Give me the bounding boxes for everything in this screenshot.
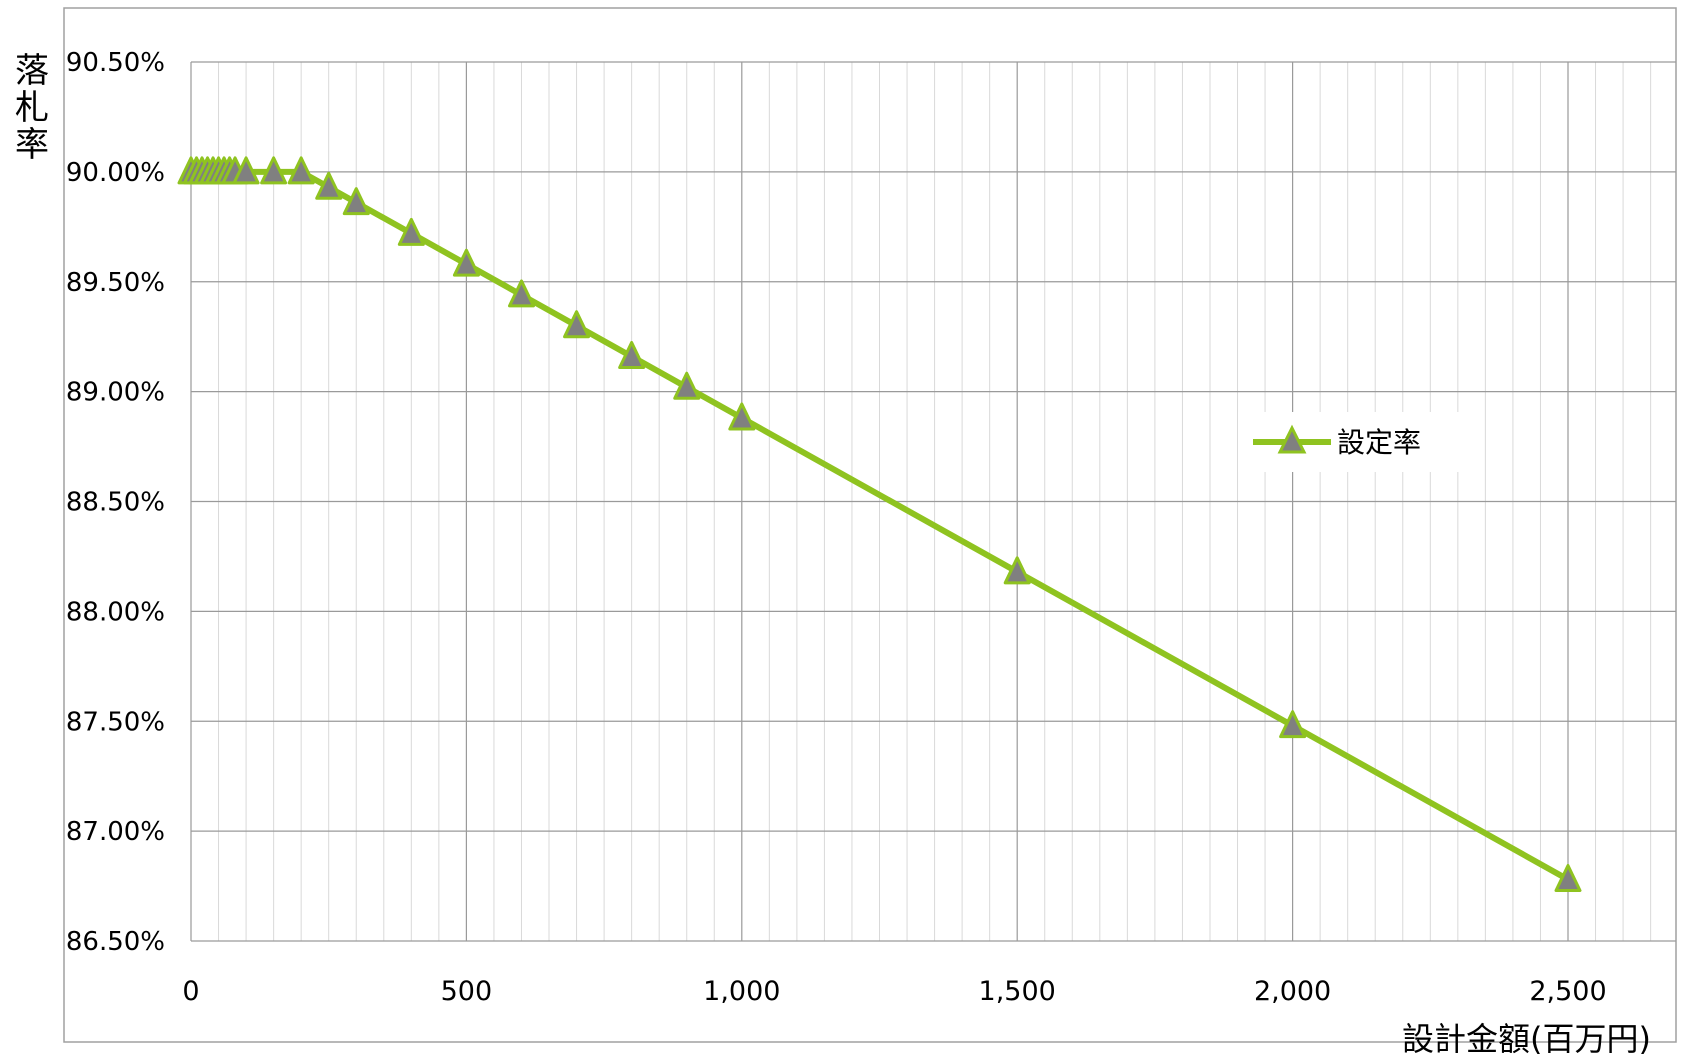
data-point-marker — [315, 171, 343, 200]
x-tick-label: 1,500 — [979, 976, 1056, 1007]
y-tick-label: 87.00% — [66, 817, 165, 847]
y-tick-label: 90.50% — [66, 48, 165, 78]
y-axis-label-char: 率 — [15, 125, 49, 165]
data-point-marker — [232, 156, 260, 185]
y-axis-label: 落札率 — [15, 51, 49, 165]
y-tick-label: 88.50% — [66, 488, 165, 518]
x-tick-label: 500 — [441, 976, 493, 1007]
y-axis-label-char: 落 — [15, 51, 49, 91]
y-axis-label-char: 札 — [15, 88, 49, 128]
data-point-marker — [507, 279, 535, 308]
data-point-marker — [397, 217, 425, 246]
series-layer — [177, 156, 1582, 892]
data-point-marker — [673, 371, 701, 400]
y-tick-label: 87.50% — [66, 707, 165, 737]
data-point-marker — [1279, 710, 1307, 739]
y-tick-label: 89.00% — [66, 378, 165, 408]
data-point-marker — [287, 156, 315, 185]
legend-label: 設定率 — [1337, 426, 1421, 459]
chart-frame — [63, 7, 1677, 1043]
major-gridlines — [190, 61, 1676, 942]
y-tick-label: 90.00% — [66, 158, 165, 188]
x-tick-label: 1,000 — [703, 976, 780, 1007]
y-tick-label: 89.50% — [66, 268, 165, 298]
data-point-marker — [342, 187, 370, 216]
data-point-marker — [452, 248, 480, 277]
legend-marker — [1277, 424, 1307, 454]
y-tick-labels: 86.50% 87.00% 87.50% 88.00% 88.50% 89.00% 89.5… — [66, 48, 165, 957]
data-point-marker — [618, 340, 646, 369]
data-point-marker — [563, 310, 591, 339]
data-point-marker — [728, 402, 756, 431]
data-point-marker — [260, 156, 288, 185]
x-tick-label: 2,500 — [1529, 976, 1606, 1007]
x-tick-label: 2,000 — [1254, 976, 1331, 1007]
y-tick-label: 88.00% — [66, 597, 165, 627]
legend: 設定率 — [1238, 412, 1460, 472]
x-tick-labels: 0 500 1,000 1,500 2,000 2,500 — [182, 976, 1606, 1007]
data-point-marker — [1003, 556, 1031, 585]
x-axis-label: 設計金額(百万円) — [1402, 1020, 1651, 1057]
y-tick-label: 86.50% — [66, 927, 165, 957]
data-point-marker — [1554, 863, 1582, 892]
x-tick-label: 0 — [182, 976, 199, 1007]
